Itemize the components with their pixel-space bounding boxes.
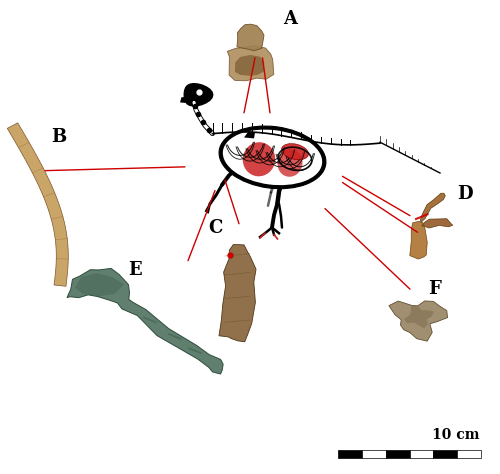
FancyBboxPatch shape xyxy=(362,450,386,458)
FancyBboxPatch shape xyxy=(434,450,457,458)
Text: C: C xyxy=(208,219,222,237)
Polygon shape xyxy=(184,83,214,107)
Ellipse shape xyxy=(219,126,326,189)
Polygon shape xyxy=(8,123,68,286)
Polygon shape xyxy=(410,221,427,259)
Polygon shape xyxy=(228,46,274,81)
FancyBboxPatch shape xyxy=(410,450,434,458)
Polygon shape xyxy=(244,131,255,138)
Polygon shape xyxy=(237,24,264,51)
Polygon shape xyxy=(180,97,202,103)
Polygon shape xyxy=(389,301,448,341)
Text: F: F xyxy=(428,280,442,298)
FancyBboxPatch shape xyxy=(338,450,362,458)
Text: B: B xyxy=(52,128,66,146)
Polygon shape xyxy=(75,273,124,296)
Ellipse shape xyxy=(223,129,322,185)
Polygon shape xyxy=(404,306,434,328)
Text: A: A xyxy=(283,10,297,28)
Polygon shape xyxy=(422,219,453,228)
Ellipse shape xyxy=(282,144,308,160)
Polygon shape xyxy=(235,55,264,76)
Polygon shape xyxy=(420,193,446,222)
Polygon shape xyxy=(67,268,223,374)
FancyBboxPatch shape xyxy=(386,450,409,458)
Ellipse shape xyxy=(278,149,302,177)
Text: D: D xyxy=(457,185,473,203)
Polygon shape xyxy=(219,245,256,342)
Text: 10 cm: 10 cm xyxy=(432,428,480,442)
FancyBboxPatch shape xyxy=(457,450,481,458)
Text: E: E xyxy=(128,261,142,279)
Ellipse shape xyxy=(242,142,276,176)
